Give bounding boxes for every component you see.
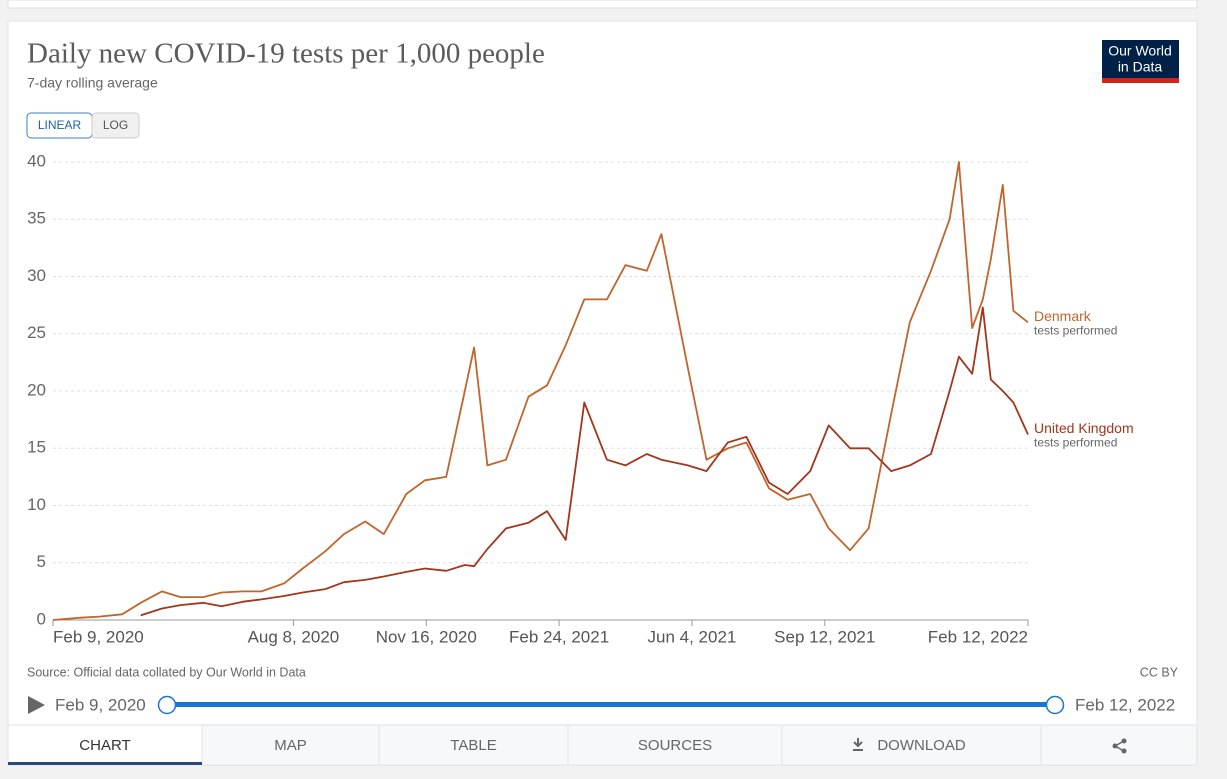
tab-label: SOURCES [638,737,712,754]
download-icon [853,738,863,751]
logo-text: in Data [1118,59,1163,75]
scale-toggle: LINEAR LOG [26,112,140,139]
y-tick-label: 20 [27,380,46,399]
x-tick-label: Feb 12, 2022 [928,627,1028,646]
tab-label: CHART [79,737,130,754]
previous-card [7,0,1198,9]
chart-title: Daily new COVID-19 tests per 1,000 peopl… [27,38,545,70]
scale-button[interactable] [91,112,140,139]
tab[interactable] [7,724,203,766]
timeline-handle[interactable] [157,695,177,715]
license: CC BY [1140,665,1179,679]
logo-text: Our World [1108,43,1172,59]
series-note: tests performed [1034,436,1117,450]
logo[interactable] [1102,40,1179,83]
series-label[interactable]: Denmark [1034,308,1092,324]
series-line [140,306,1029,617]
tab[interactable] [781,724,1042,766]
y-tick-label: 25 [27,323,46,342]
series-label[interactable]: United Kingdom [1034,420,1134,436]
y-tick-label: 15 [27,438,46,457]
y-tick-label: 5 [37,552,46,571]
active-tab-underline [8,762,202,765]
plot: 0 5 10 15 20 25 30 35 40 Feb 9, 2020 Aug 8, 2020 No… [27,151,1134,646]
x-tick-label: Feb 9, 2020 [53,627,144,646]
x-tick-label: Feb 24, 2021 [509,627,609,646]
tab[interactable] [378,724,569,766]
x-tick-label: Sep 12, 2021 [774,627,875,646]
timeline-start: Feb 9, 2020 [55,695,146,714]
y-tick-label: 30 [27,266,46,285]
timeline-handle[interactable] [1045,695,1065,715]
source: Source: Official data collated by Our Wo… [27,665,306,679]
y-tick-label: 0 [37,609,46,628]
tab-label: TABLE [450,737,496,754]
x-tick-label: Jun 4, 2021 [648,627,737,646]
series-line [52,161,1029,621]
tab[interactable] [1040,724,1198,766]
timeline-track[interactable] [167,702,1055,707]
chart-subtitle: 7-day rolling average [27,75,158,91]
tabs: CHART MAP TABLE SOURCES DOWNLOAD [7,724,1198,766]
play-button[interactable] [28,696,45,714]
share-dot [1112,743,1118,749]
scale-button-label: LOG [103,118,128,132]
tab-label: DOWNLOAD [877,737,966,754]
timeline-end: Feb 12, 2022 [1075,695,1175,714]
logo-bar [1102,78,1179,83]
x-tick-label: Aug 8, 2020 [248,627,340,646]
tab[interactable] [567,724,783,766]
y-tick-label: 10 [27,495,46,514]
y-tick-label: 35 [27,209,46,228]
x-tick-label: Nov 16, 2020 [376,627,477,646]
y-tick-label: 40 [27,151,46,170]
tab[interactable] [201,724,380,766]
share-dot [1121,738,1127,744]
card [7,20,1198,766]
tab-label: MAP [274,737,307,754]
series-note: tests performed [1034,323,1117,337]
scale-button-label: LINEAR [38,118,82,132]
share-dot [1121,748,1127,754]
